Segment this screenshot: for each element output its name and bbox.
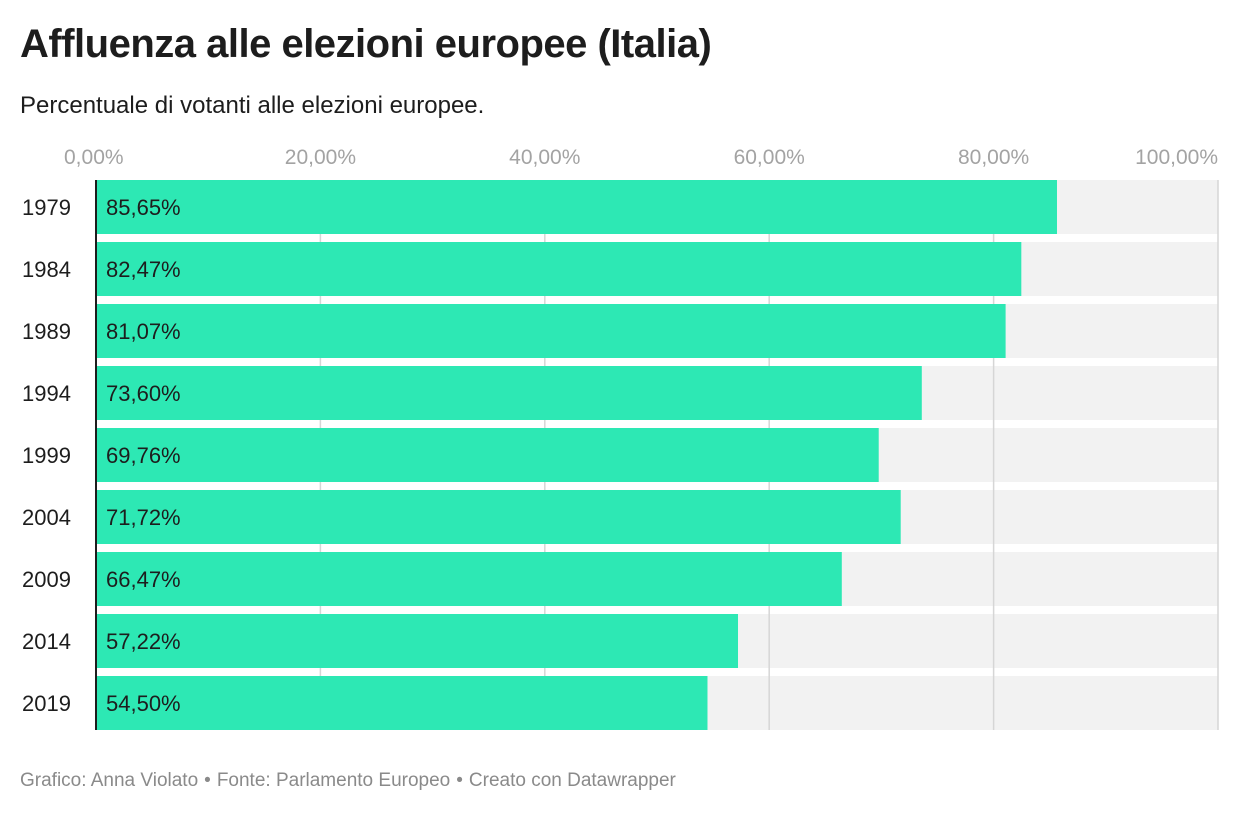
footer-separator: • <box>204 770 211 791</box>
bar-2019 <box>96 676 708 730</box>
x-tick-label: 80,00% <box>958 146 1029 169</box>
value-label: 71,72% <box>106 505 181 530</box>
category-label: 2004 <box>22 505 71 530</box>
bar-2014 <box>96 614 739 668</box>
bar-1989 <box>96 304 1006 358</box>
value-label: 73,60% <box>106 381 181 406</box>
x-tick-label: 0,00% <box>64 146 124 169</box>
chart-subtitle: Percentuale di votanti alle elezioni eur… <box>20 92 485 119</box>
value-label: 85,65% <box>106 195 181 220</box>
value-label: 81,07% <box>106 319 181 344</box>
bar-2009 <box>96 552 842 606</box>
bar-1979 <box>96 180 1057 234</box>
chart-footer: Grafico: Anna Violato • Fonte: Parlamento … <box>20 770 676 792</box>
x-tick-label: 100,00% <box>1135 146 1218 169</box>
category-label: 1994 <box>22 381 71 406</box>
bar-1994 <box>96 366 922 420</box>
bar-1984 <box>96 242 1022 296</box>
value-label: 57,22% <box>106 629 181 654</box>
footer-chart-credit: Grafico: Anna Violato <box>20 770 199 791</box>
footer-source: Fonte: Parlamento Europeo <box>216 770 451 791</box>
category-label: 2019 <box>22 691 71 716</box>
x-tick-label: 60,00% <box>734 146 805 169</box>
value-label: 54,50% <box>106 691 181 716</box>
chart-title: Affluenza alle elezioni europee (Italia) <box>20 22 712 66</box>
value-label: 69,76% <box>106 443 181 468</box>
value-label: 82,47% <box>106 257 181 282</box>
category-label: 1989 <box>22 319 71 344</box>
category-label: 1979 <box>22 195 71 220</box>
value-label: 66,47% <box>106 567 181 592</box>
bar-chart: 0,00% 20,00% 40,00% 60,00% 80,00% 100,00% 1979… <box>22 146 1219 730</box>
bar-2004 <box>96 490 901 544</box>
footer-separator: • <box>456 770 463 791</box>
x-tick-label: 20,00% <box>285 146 356 169</box>
footer-created-with: Creato con Datawrapper <box>468 770 676 791</box>
category-label: 1999 <box>22 443 71 468</box>
category-label: 1984 <box>22 257 71 282</box>
category-label: 2014 <box>22 629 71 654</box>
category-label: 2009 <box>22 567 71 592</box>
x-tick-label: 40,00% <box>509 146 580 169</box>
bar-1999 <box>96 428 879 482</box>
